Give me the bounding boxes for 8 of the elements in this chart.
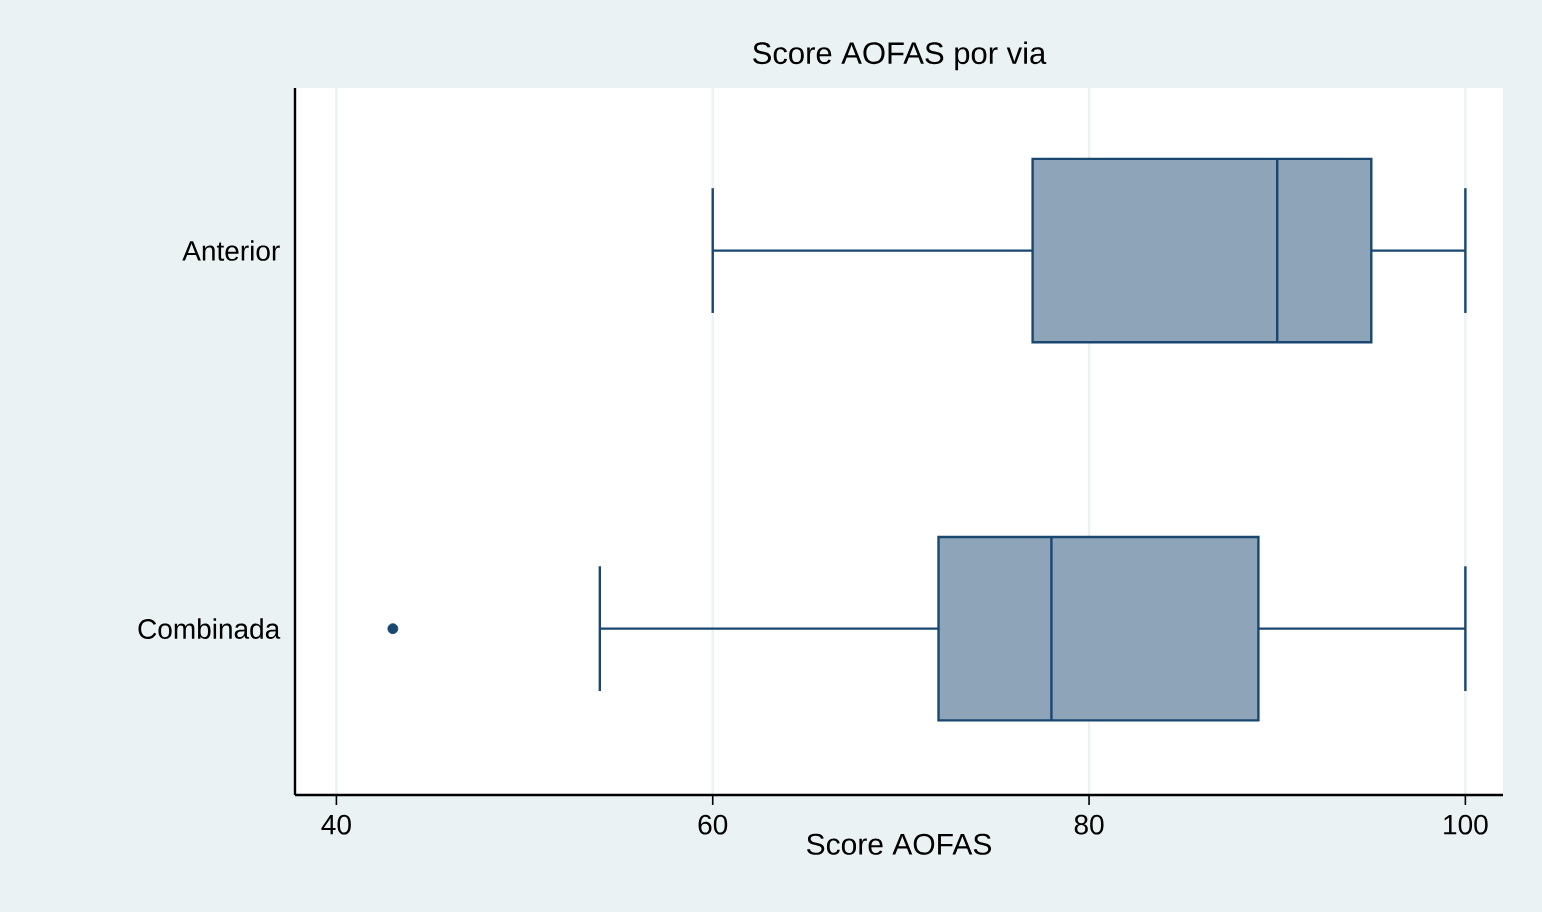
x-tick-label: 80 [1074,814,1104,835]
y-tick-label: Anterior [182,240,280,261]
x-tick-label: 60 [698,814,728,835]
chart-title: Score AOFAS por via [753,41,1047,71]
y-tick-label: Combinada [138,618,281,639]
x-tick-label: 100 [1444,814,1488,835]
x-tick-label: 40 [321,814,351,835]
x-axis-title: Score AOFAS [806,833,992,855]
